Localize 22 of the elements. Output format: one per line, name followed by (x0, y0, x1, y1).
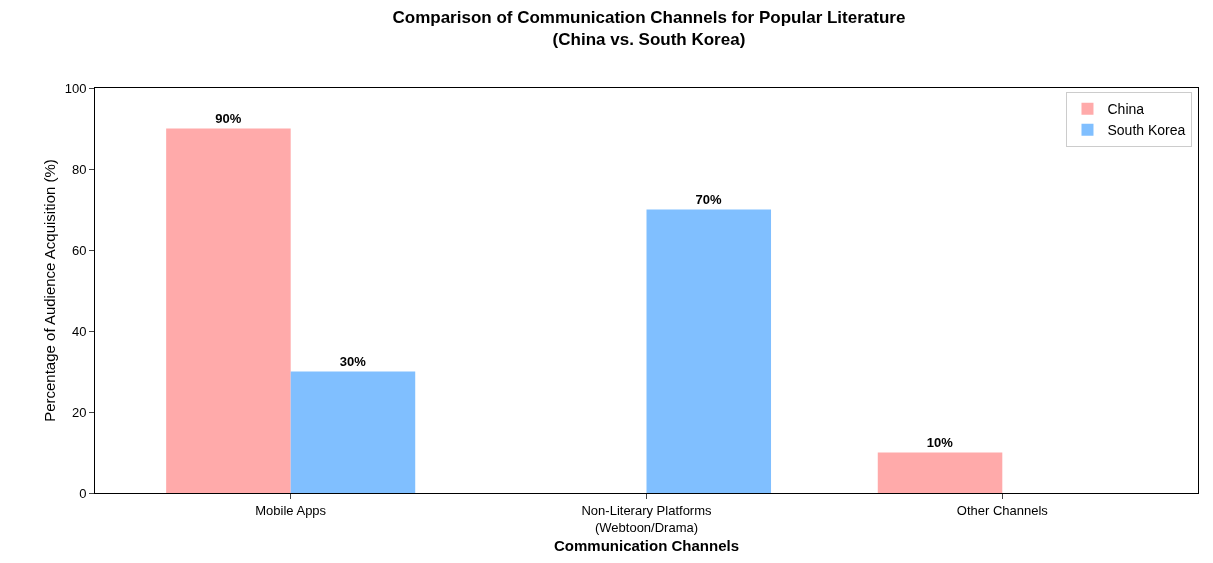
data-label: 90% (215, 110, 242, 126)
bar (877, 452, 1003, 493)
y-tick-label: 60 (71, 242, 87, 258)
bar (166, 128, 291, 493)
legend-label: South Korea (1107, 122, 1186, 139)
x-tick-label: Other Channels (956, 502, 1049, 518)
legend-label: China (1107, 101, 1145, 118)
y-tick-label: 100 (64, 80, 87, 96)
data-label: 70% (695, 191, 722, 207)
data-label: 10% (926, 434, 954, 450)
y-tick-label: 40 (71, 323, 87, 339)
y-tick-label: 0 (79, 485, 87, 501)
data-label: 30% (339, 353, 367, 369)
y-tick-label: 80 (71, 161, 87, 177)
x-axis-title: Communication Channels (553, 536, 740, 554)
y-tick-label: 20 (71, 404, 87, 420)
x-tick-label: Mobile Apps (255, 502, 327, 518)
bar (646, 209, 772, 493)
bar (290, 371, 416, 493)
y-axis-title: Percentage of Audience Acquisition (%) (41, 159, 58, 422)
x-tick-label: Non-Literary Platforms (Webtoon/Drama) (581, 502, 713, 535)
chart-title: Comparison of Communication Channels for Popular Literature (China vs. South Korea) (392, 7, 906, 49)
